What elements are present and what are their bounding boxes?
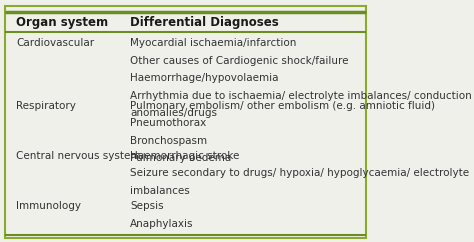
Text: Pulmonary oedema: Pulmonary oedema <box>130 153 231 163</box>
Text: Organ system: Organ system <box>16 16 108 29</box>
Text: Bronchospasm: Bronchospasm <box>130 136 208 146</box>
Text: Haemorrhage/hypovolaemia: Haemorrhage/hypovolaemia <box>130 73 279 83</box>
Text: Pulmonary embolism/ other embolism (e.g. amniotic fluid): Pulmonary embolism/ other embolism (e.g.… <box>130 101 435 111</box>
Text: Other causes of Cardiogenic shock/failure: Other causes of Cardiogenic shock/failur… <box>130 56 349 66</box>
Text: Central nervous system: Central nervous system <box>16 151 141 161</box>
Text: Sepsis: Sepsis <box>130 201 164 211</box>
Text: Myocardial ischaemia/infarction: Myocardial ischaemia/infarction <box>130 38 297 48</box>
Text: Seizure secondary to drugs/ hypoxia/ hypoglycaemia/ electrolyte: Seizure secondary to drugs/ hypoxia/ hyp… <box>130 168 469 178</box>
Text: anomalies/drugs: anomalies/drugs <box>130 108 217 118</box>
Text: Anaphylaxis: Anaphylaxis <box>130 219 194 229</box>
Text: Cardiovascular: Cardiovascular <box>16 38 94 48</box>
Text: imbalances: imbalances <box>130 186 190 196</box>
Text: Immunology: Immunology <box>16 201 81 211</box>
Text: Respiratory: Respiratory <box>16 101 76 111</box>
FancyBboxPatch shape <box>5 6 366 238</box>
Text: Arrhythmia due to ischaemia/ electrolyte imbalances/ conduction: Arrhythmia due to ischaemia/ electrolyte… <box>130 91 472 101</box>
Text: Differential Diagnoses: Differential Diagnoses <box>130 16 279 29</box>
Text: Haemorrhagic stroke: Haemorrhagic stroke <box>130 151 240 161</box>
Text: Pneumothorax: Pneumothorax <box>130 118 207 128</box>
